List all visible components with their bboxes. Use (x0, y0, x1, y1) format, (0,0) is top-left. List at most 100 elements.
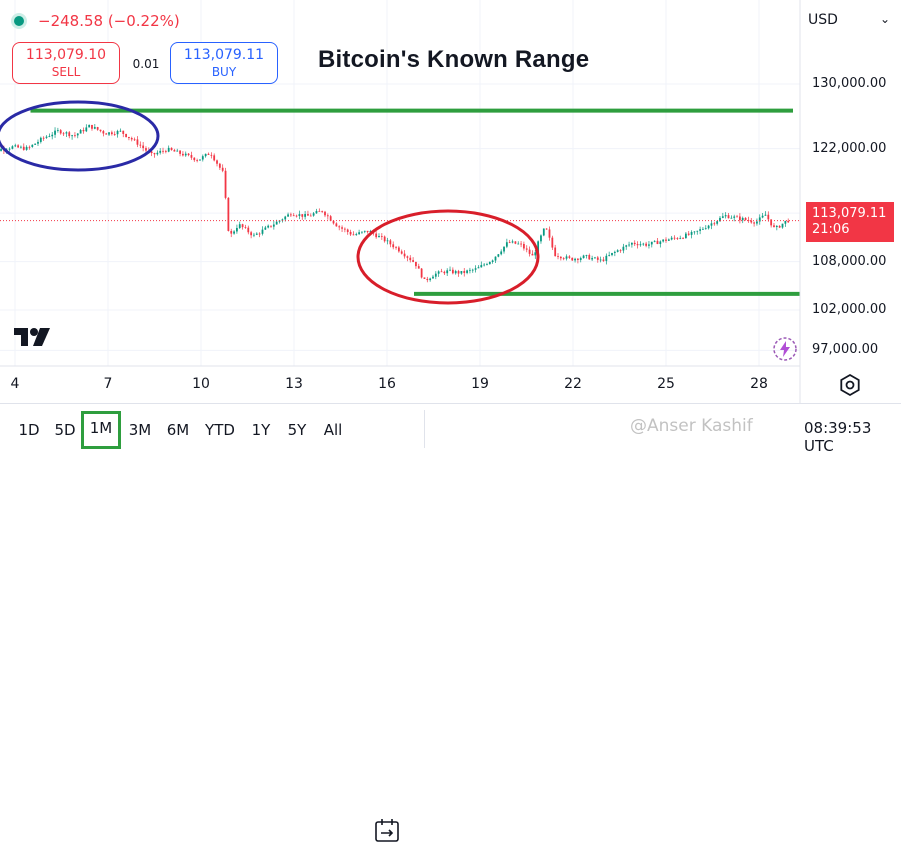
toolbar-divider (424, 410, 425, 448)
candle-body (17, 145, 19, 148)
range-button-1d[interactable]: 1D (18, 421, 40, 439)
candle-body (159, 150, 162, 153)
candle-body (59, 130, 62, 134)
sell-button[interactable]: 113,079.10 SELL (12, 42, 120, 84)
candle-body (378, 236, 380, 238)
candle-body (505, 242, 508, 247)
candle-body (45, 136, 48, 138)
range-button-all[interactable]: All (323, 421, 343, 439)
calendar-range-icon[interactable] (373, 818, 401, 849)
candle-body (275, 221, 278, 225)
candle-body (494, 256, 497, 261)
range-button-ytd[interactable]: YTD (205, 421, 235, 439)
tradingview-logo-icon[interactable] (14, 326, 56, 353)
candle-body (639, 244, 642, 246)
candle-body (699, 229, 701, 231)
candle-body (477, 267, 480, 269)
chart-canvas[interactable] (0, 0, 901, 453)
candle-body (443, 271, 446, 274)
range-button-3m[interactable]: 3M (128, 421, 152, 439)
candle-body (0, 149, 2, 151)
current-price-tag: 113,079.11 21:06 (806, 202, 894, 242)
candle-body (292, 215, 295, 217)
candle-body (440, 271, 443, 273)
top-range-ellipse (0, 100, 160, 172)
candle-body (236, 227, 238, 232)
y-tick-label: 130,000.00 (812, 76, 887, 91)
candle-body (270, 225, 272, 227)
candle-body (28, 146, 31, 148)
candle-body (409, 257, 412, 261)
range-button-6m[interactable]: 6M (166, 421, 190, 439)
candle-body (508, 242, 511, 244)
candle-body (631, 242, 633, 245)
candle-body (99, 129, 102, 132)
candle-body (179, 150, 181, 154)
candle-body (608, 255, 611, 256)
buy-button[interactable]: 113,079.11 BUY (170, 42, 278, 84)
candle-body (93, 127, 96, 129)
candle-body (778, 225, 781, 228)
candle-body (449, 269, 451, 271)
candle-body (551, 237, 554, 248)
lightning-icon[interactable] (772, 336, 798, 367)
candle-body (412, 260, 414, 262)
utc-clock[interactable]: 08:39:53 UTC (804, 419, 872, 455)
candle-body (326, 215, 329, 217)
candle-body (702, 228, 704, 230)
candle-body (480, 265, 483, 268)
candle-body (761, 215, 764, 218)
candle-body (773, 225, 775, 227)
candle-body (775, 225, 778, 227)
candle-body (261, 229, 264, 234)
candle-body (491, 260, 494, 262)
range-button-5y[interactable]: 5Y (287, 421, 307, 439)
candle-body (744, 217, 747, 220)
candle-body (756, 221, 758, 224)
range-button-1m[interactable]: 1M (81, 411, 121, 449)
price-change: −248.58 (−0.22%) (38, 12, 180, 30)
candle-body (287, 214, 289, 217)
range-button-1y[interactable]: 1Y (251, 421, 271, 439)
candle-body (645, 243, 648, 246)
candle-body (116, 130, 119, 135)
candle-body (483, 264, 486, 266)
candle-body (432, 276, 434, 279)
candle-body (247, 227, 250, 233)
candle-body (167, 147, 170, 152)
candle-body (770, 219, 773, 226)
candle-body (429, 278, 432, 281)
candle-body (591, 258, 594, 260)
range-button-5d[interactable]: 5D (54, 421, 76, 439)
candle-body (736, 216, 738, 218)
candle-body (343, 228, 346, 230)
currency-selector[interactable]: USD ⌄ (808, 12, 894, 36)
candle-body (54, 130, 56, 135)
candle-body (133, 139, 136, 141)
candle-body (679, 237, 682, 239)
candle-body (741, 217, 744, 221)
grid (0, 0, 800, 366)
candle-body (565, 256, 568, 259)
candle-body (557, 256, 559, 257)
candle-body (108, 132, 110, 135)
candle-body (349, 231, 352, 235)
candle-body (318, 210, 321, 212)
candle-body (278, 220, 281, 222)
candle-body (22, 146, 25, 150)
candle-body (596, 257, 599, 260)
candle-body (187, 153, 190, 156)
candle-body (670, 237, 673, 240)
candle-body (758, 217, 761, 222)
candle-body (238, 224, 241, 228)
candle-body (767, 214, 770, 220)
candle-body (659, 241, 662, 245)
candle-body (366, 230, 369, 233)
settings-gear-icon[interactable] (838, 373, 862, 402)
candle-body (437, 271, 440, 274)
candle-body (534, 252, 537, 256)
candle-body (91, 124, 93, 129)
candle-body (341, 227, 343, 229)
candle-body (656, 240, 659, 245)
candle-body (119, 130, 122, 132)
